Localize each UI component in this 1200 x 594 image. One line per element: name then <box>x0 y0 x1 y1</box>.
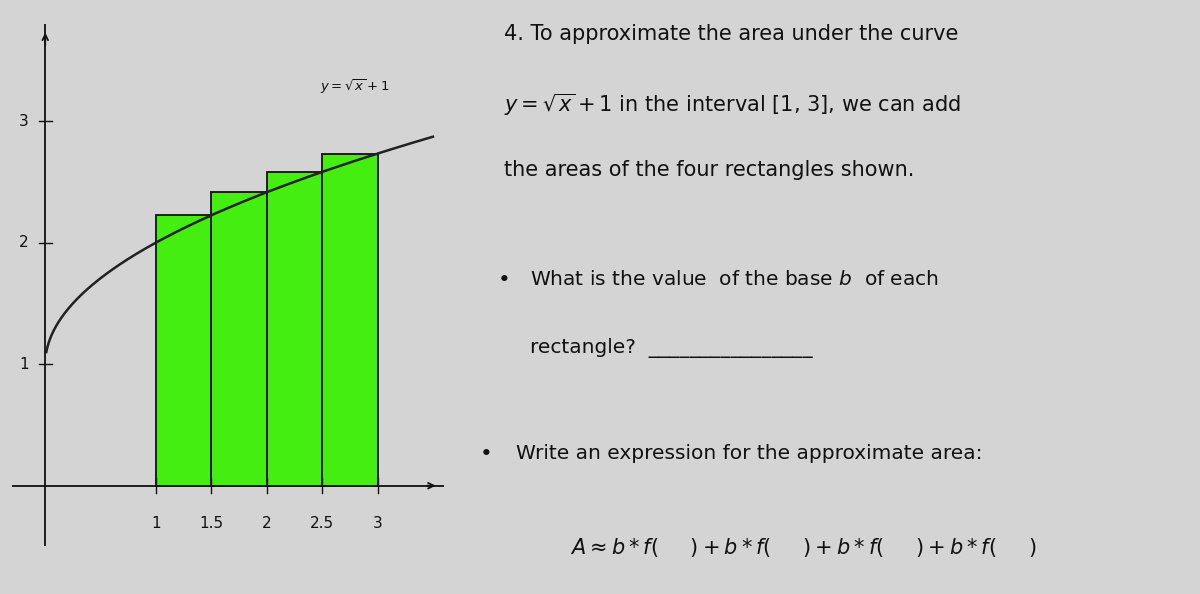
Text: 1: 1 <box>151 516 161 531</box>
Text: 1: 1 <box>19 356 29 372</box>
Bar <box>322 154 378 486</box>
Text: $y = \sqrt{x} + 1$ in the interval [1, 3], we can add: $y = \sqrt{x} + 1$ in the interval [1, 3… <box>504 92 961 118</box>
Text: 2.5: 2.5 <box>310 516 335 531</box>
Text: 3: 3 <box>373 516 383 531</box>
Text: 1.5: 1.5 <box>199 516 223 531</box>
Text: •: • <box>498 270 511 290</box>
Bar <box>266 172 322 486</box>
Text: the areas of the four rectangles shown.: the areas of the four rectangles shown. <box>504 160 914 181</box>
Bar <box>156 215 211 486</box>
Text: 2: 2 <box>262 516 271 531</box>
Text: Write an expression for the approximate area:: Write an expression for the approximate … <box>516 444 983 463</box>
Text: rectangle?  ________________: rectangle? ________________ <box>530 338 814 358</box>
Bar <box>211 192 266 486</box>
Text: $y = \sqrt{x}+1$: $y = \sqrt{x}+1$ <box>320 77 390 96</box>
Text: $A \approx b*f(\quad\;\;) + b*f(\quad\;\;) + b*f(\quad\;\;) + b*f(\quad\;\;)$: $A \approx b*f(\quad\;\;) + b*f(\quad\;\… <box>570 536 1037 559</box>
Text: 3: 3 <box>19 113 29 128</box>
Text: •: • <box>480 444 493 464</box>
Text: 2: 2 <box>19 235 29 250</box>
Text: 4. To approximate the area under the curve: 4. To approximate the area under the cur… <box>504 24 959 44</box>
Text: What is the value  of the base $b$  of each: What is the value of the base $b$ of eac… <box>530 270 940 289</box>
